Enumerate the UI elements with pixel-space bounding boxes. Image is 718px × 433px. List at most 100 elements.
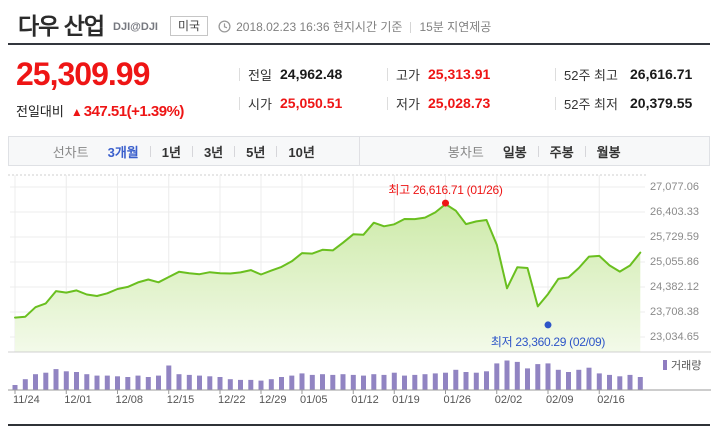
volume-bar[interactable]: [289, 375, 295, 390]
volume-bar[interactable]: [125, 377, 131, 390]
volume-bar[interactable]: [299, 373, 305, 390]
volume-bar[interactable]: [63, 371, 69, 390]
x-axis-label: 12/15: [166, 394, 195, 406]
high-value: 25,313.91: [428, 66, 491, 82]
candle-chart-tab-group: 봉차트 일봉 주봉 월봉: [360, 137, 710, 165]
volume-bar[interactable]: [104, 375, 110, 390]
volume-bar[interactable]: [74, 372, 79, 390]
chart-max-annotation: 최고 26,616.71 (01/26): [388, 183, 503, 197]
volume-bar[interactable]: [566, 372, 571, 390]
volume-bar[interactable]: [350, 374, 356, 390]
max-point-dot: [442, 199, 449, 207]
chart-min-annotation: 최저 23,360.29 (02/09): [490, 335, 606, 349]
change-label: 전일대비: [16, 104, 64, 119]
x-axis-label: 01/12: [351, 394, 379, 406]
volume-bar[interactable]: [494, 363, 500, 390]
volume-bar[interactable]: [258, 380, 264, 390]
volume-bar[interactable]: [371, 374, 377, 390]
volume-bar[interactable]: [145, 377, 151, 390]
volume-bar[interactable]: [43, 372, 49, 390]
volume-bar[interactable]: [504, 360, 510, 391]
volume-bar[interactable]: [53, 369, 59, 390]
volume-bar[interactable]: [535, 364, 541, 390]
volume-bar[interactable]: [217, 377, 223, 390]
volume-bar[interactable]: [156, 375, 161, 390]
tab-daily[interactable]: 일봉: [502, 144, 527, 160]
volume-bar[interactable]: [207, 376, 213, 390]
volume-bar[interactable]: [330, 374, 336, 390]
volume-bar[interactable]: [545, 363, 551, 390]
volume-bar[interactable]: [268, 379, 274, 390]
volume-bar[interactable]: [279, 377, 284, 390]
volume-bar[interactable]: [391, 372, 397, 390]
header-rule: [8, 43, 710, 45]
volume-bar[interactable]: [576, 369, 582, 390]
volume-bar[interactable]: [514, 361, 520, 390]
x-axis-label: 02/09: [546, 394, 574, 406]
volume-bar[interactable]: [422, 374, 428, 390]
volume-bar[interactable]: [197, 375, 202, 390]
volume-bar[interactable]: [135, 375, 141, 390]
volume-bar[interactable]: [637, 377, 643, 390]
tab-3month[interactable]: 3개월: [107, 144, 139, 160]
divider: [555, 96, 556, 110]
volume-bar[interactable]: [361, 375, 366, 390]
volume-bar[interactable]: [607, 374, 612, 390]
volume-bar[interactable]: [443, 372, 448, 390]
price-area[interactable]: [15, 204, 641, 352]
tab-1year[interactable]: 1년: [161, 144, 181, 160]
volume-bar[interactable]: [484, 371, 489, 390]
volume-bar[interactable]: [238, 379, 243, 390]
volume-bar[interactable]: [227, 379, 233, 390]
volume-bar[interactable]: [94, 375, 100, 390]
volume-bar[interactable]: [22, 379, 28, 390]
volume-bar[interactable]: [617, 376, 623, 390]
volume-bar[interactable]: [309, 374, 315, 390]
detail-row-low: 저가 25,028.73: [387, 95, 490, 112]
volume-legend: 거래량: [663, 357, 701, 373]
y-axis-label: 25,055.86: [650, 255, 699, 268]
volume-bar[interactable]: [115, 376, 120, 390]
volume-bar[interactable]: [586, 367, 592, 390]
volume-bar[interactable]: [33, 374, 38, 390]
price-change-row: 전일대비 ▲ 347.51(+1.39%): [16, 101, 184, 120]
volume-bar[interactable]: [166, 365, 172, 391]
volume-bar[interactable]: [473, 372, 479, 390]
y-axis-label: 24,382.12: [650, 281, 699, 293]
ticker-symbol: DJI@DJI: [113, 21, 158, 33]
volume-bar[interactable]: [340, 374, 346, 390]
tab-3year[interactable]: 3년: [203, 144, 224, 160]
tab-5year[interactable]: 5년: [246, 144, 266, 160]
volume-bar[interactable]: [412, 374, 418, 390]
tab-weekly[interactable]: 주봉: [549, 144, 574, 160]
x-axis-label: 02/16: [597, 394, 625, 406]
volume-bar[interactable]: [12, 385, 18, 390]
price-line[interactable]: [14, 203, 642, 319]
volume-bar[interactable]: [596, 373, 602, 390]
volume-bar[interactable]: [463, 372, 469, 390]
tab-10year[interactable]: 10년: [288, 144, 315, 160]
volume-bar[interactable]: [432, 373, 438, 390]
prev-close-label: 전일: [248, 67, 272, 83]
x-axis-label: 01/26: [443, 394, 472, 406]
volume-bar[interactable]: [176, 374, 182, 390]
y-axis-label: 23,708.38: [650, 306, 699, 318]
volume-bar[interactable]: [320, 374, 325, 390]
y-axis-label: 25,729.59: [650, 231, 699, 243]
line-chart-group-label: 선차트: [52, 144, 89, 160]
x-axis-label: 02/02: [494, 394, 523, 406]
volume-bar[interactable]: [402, 375, 407, 390]
volume-bar[interactable]: [84, 374, 90, 390]
volume-bar[interactable]: [453, 369, 459, 390]
detail-row-high: 고가 25,313.91: [387, 66, 491, 83]
delay-notice: 15분 지연제공: [419, 20, 492, 34]
volume-bar[interactable]: [555, 369, 561, 390]
volume-bar[interactable]: [186, 374, 192, 390]
tab-monthly[interactable]: 월봉: [596, 144, 621, 160]
volume-bar[interactable]: [525, 368, 530, 390]
volume-bar[interactable]: [248, 379, 254, 390]
volume-bar[interactable]: [627, 374, 633, 390]
volume-bar[interactable]: [381, 374, 387, 390]
